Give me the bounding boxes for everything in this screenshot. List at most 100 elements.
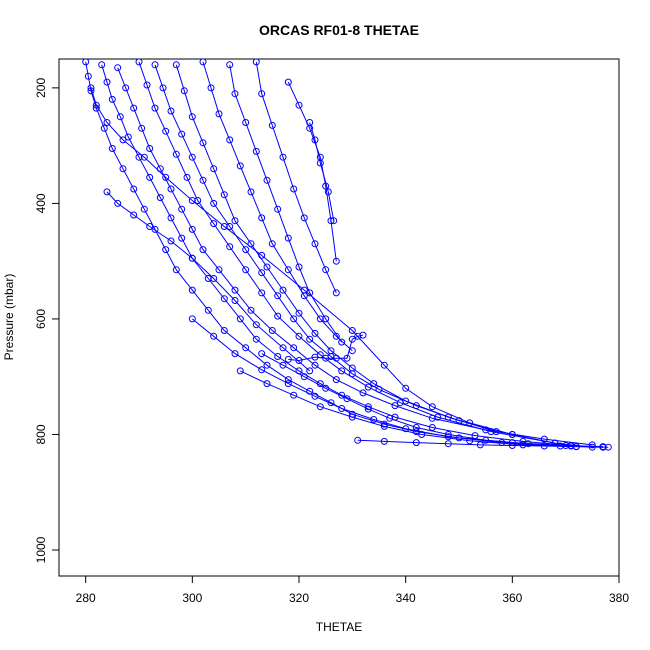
data-point — [354, 436, 362, 444]
data-point — [311, 392, 319, 400]
data-point — [242, 119, 250, 126]
data-point — [279, 286, 287, 294]
data-point — [300, 286, 308, 294]
data-point — [199, 58, 207, 66]
data-point — [82, 58, 90, 66]
data-point — [151, 225, 159, 233]
x-tick-label: 340 — [396, 591, 416, 605]
data-point — [599, 443, 607, 451]
data-point — [114, 64, 122, 72]
data-point — [279, 344, 287, 352]
profile-series — [199, 58, 356, 355]
data-point — [290, 391, 298, 399]
data-point — [412, 402, 420, 410]
data-point — [370, 380, 378, 388]
data-point — [188, 315, 196, 323]
data-point — [156, 194, 164, 202]
data-point — [519, 441, 527, 449]
data-point — [226, 223, 234, 230]
data-point — [284, 376, 292, 384]
profile-series — [103, 188, 314, 375]
data-point — [220, 191, 228, 199]
x-tick-label: 380 — [609, 591, 629, 605]
data-point — [146, 223, 154, 230]
data-point — [300, 373, 308, 381]
data-point — [199, 246, 207, 254]
data-point — [138, 124, 146, 132]
data-point — [354, 332, 362, 340]
data-point — [103, 78, 111, 86]
data-point — [220, 295, 228, 303]
data-point — [311, 136, 319, 144]
profile-series — [188, 315, 612, 451]
data-point — [274, 312, 282, 320]
data-point — [434, 413, 442, 421]
data-point — [135, 153, 143, 161]
data-point — [210, 220, 218, 228]
data-point — [444, 431, 452, 438]
data-point — [226, 243, 234, 251]
series-line — [288, 334, 364, 362]
y-axis: 200 400 600 800 1000 — [34, 78, 59, 563]
data-point — [311, 329, 319, 337]
data-point — [306, 119, 314, 126]
data-point — [167, 107, 175, 115]
data-point — [284, 355, 292, 363]
data-point — [455, 417, 463, 425]
data-point — [231, 90, 239, 98]
profile-series — [236, 367, 580, 451]
data-point — [98, 61, 106, 69]
data-point — [348, 413, 356, 421]
data-point — [300, 214, 308, 222]
data-point — [279, 361, 287, 369]
data-point — [220, 327, 228, 334]
data-point — [316, 403, 324, 411]
data-point — [402, 425, 410, 433]
series-line — [101, 64, 572, 446]
data-point — [103, 188, 111, 196]
data-point — [263, 176, 271, 184]
series-line — [240, 370, 577, 448]
data-point — [306, 335, 314, 343]
data-point — [215, 266, 223, 274]
data-point — [210, 332, 218, 340]
data-point — [322, 315, 330, 323]
data-point — [295, 357, 303, 364]
data-point — [332, 257, 340, 265]
data-point — [348, 335, 356, 343]
data-point — [199, 139, 207, 147]
data-point — [247, 188, 255, 196]
data-point — [343, 354, 351, 362]
data-point — [295, 309, 303, 317]
data-point — [332, 289, 340, 297]
profile-series — [87, 84, 596, 451]
data-point — [327, 217, 335, 225]
x-tick-label: 320 — [289, 591, 309, 605]
data-point — [268, 327, 276, 334]
data-point — [263, 263, 271, 271]
series-line — [255, 61, 337, 294]
data-point — [268, 121, 276, 129]
data-point — [242, 344, 250, 352]
data-point — [178, 130, 186, 138]
data-point — [140, 205, 148, 213]
data-point — [359, 331, 367, 339]
data-point — [231, 297, 239, 304]
chart-title: ORCAS RF01-8 THETAE — [259, 22, 419, 38]
data-point — [122, 84, 130, 92]
data-point — [258, 214, 266, 222]
data-point — [108, 145, 116, 152]
data-point — [343, 395, 351, 403]
profile-series — [226, 61, 346, 346]
data-point — [370, 416, 378, 423]
data-point — [364, 405, 372, 413]
data-point — [188, 254, 196, 262]
data-point — [167, 214, 175, 222]
data-point — [330, 217, 338, 225]
data-point — [444, 433, 452, 441]
data-point — [258, 350, 266, 358]
data-point — [322, 354, 330, 362]
data-point — [412, 424, 420, 431]
data-point — [274, 353, 282, 360]
